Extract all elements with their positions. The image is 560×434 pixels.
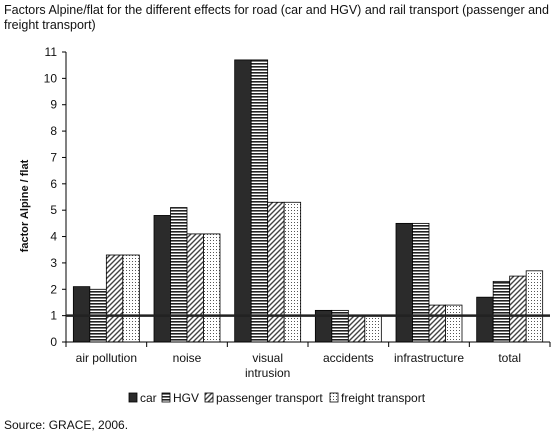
bar-freight-transport — [122, 254, 140, 343]
y-axis-label: factor Alpine / flat — [19, 159, 31, 253]
legend-label: car — [140, 391, 157, 405]
x-category-label: accidents — [323, 351, 374, 365]
y-tick-label: 1 — [50, 309, 57, 323]
bar-hgv — [492, 280, 511, 343]
bar-hgv — [412, 222, 430, 343]
bar-freight-transport — [445, 304, 463, 343]
legend-label: passenger transport — [216, 391, 323, 405]
source-note: Source: GRACE, 2006. — [4, 418, 129, 432]
y-tick-label: 0 — [50, 335, 57, 349]
y-tick-label: 9 — [50, 98, 57, 112]
bar-hgv — [250, 59, 269, 343]
y-tick-label: 6 — [50, 177, 57, 191]
y-tick-label: 5 — [50, 203, 57, 217]
bar-car — [395, 222, 413, 343]
x-category-label: infrastructure — [394, 351, 464, 365]
bar-passenger-transport — [105, 254, 124, 343]
chart-title: Factors Alpine/flat for the different ef… — [4, 3, 549, 32]
bar-car — [476, 296, 494, 343]
bar-freight-transport — [203, 233, 221, 343]
bar-hgv — [170, 207, 188, 343]
bar-car — [234, 59, 252, 343]
x-category-label: visual — [252, 351, 283, 365]
bar-passenger-transport — [347, 315, 366, 343]
x-category-label: noise — [173, 351, 202, 365]
x-category-label: total — [498, 351, 521, 365]
y-tick-label: 11 — [45, 45, 58, 59]
y-tick-label: 8 — [50, 124, 57, 138]
bar-car — [153, 215, 171, 343]
bar-freight-transport — [525, 270, 544, 343]
x-category-label: intrusion — [245, 366, 290, 380]
legend-label: freight transport — [341, 391, 426, 405]
bar-passenger-transport — [267, 201, 285, 343]
bar-car — [72, 286, 91, 343]
legend-label: HGV — [173, 391, 199, 405]
legend-swatch — [329, 392, 339, 403]
y-tick-label: 3 — [50, 256, 57, 270]
bar-passenger-transport — [509, 275, 527, 343]
bar-freight-transport — [283, 201, 302, 343]
legend-swatch — [204, 392, 214, 403]
y-tick-label: 2 — [50, 282, 57, 296]
y-tick-label: 4 — [50, 230, 57, 244]
bar-passenger-transport — [186, 233, 204, 343]
legend-swatch — [161, 392, 171, 403]
bar-passenger-transport — [428, 304, 446, 343]
y-tick-label: 10 — [44, 71, 58, 85]
x-category-label: air pollution — [76, 351, 137, 365]
legend-swatch — [128, 392, 138, 403]
y-tick-label: 7 — [50, 150, 57, 164]
bar-freight-transport — [364, 315, 382, 343]
